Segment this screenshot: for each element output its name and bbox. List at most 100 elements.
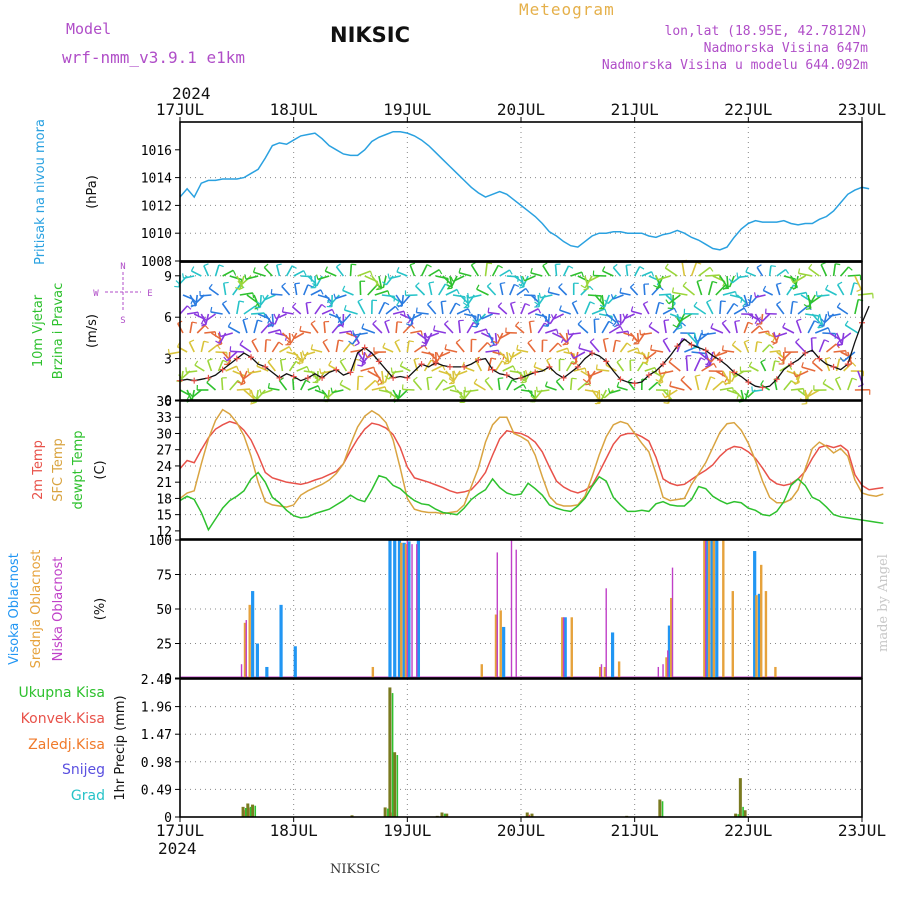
wind-barb [719,386,733,391]
wind-barb [426,332,440,339]
wind-barb [775,284,781,296]
wind-barb-feather [239,340,244,345]
y-tick-label: 1012 [141,199,172,214]
wind-barb-feather [471,261,477,266]
grid-rain-bar [254,805,257,817]
wind-barb [513,383,524,391]
wind-barb-feather [655,274,658,281]
compass-icon [105,272,141,312]
wind-barb [847,274,861,277]
wind-barb [662,389,673,400]
wind-barb-feather [612,263,618,268]
wind-barb [342,313,352,324]
wind-barb [756,266,764,277]
wind-barb [310,323,319,334]
wind-barb-feather [497,302,503,307]
y-tick-label: 50 [156,603,172,618]
wind-barb-feather [446,284,452,288]
wind-barb-feather [805,292,808,298]
precip-legend-item: Ukupna Kisa [18,685,105,701]
wind-barb [205,313,216,322]
wind-barb [537,322,546,334]
wind-barb-feather [827,311,830,317]
wind-gust-marker [418,361,425,368]
wind-barb-feather [194,360,199,366]
wind-barb [726,303,735,315]
wind-barb-feather [538,292,541,298]
wind-barb [256,389,266,400]
wind-barb [200,341,205,353]
wind-barb-feather [222,300,227,305]
high-cloud-bar [753,551,757,678]
compass-n: N [120,262,125,272]
wind-barb [760,361,767,372]
wind-barb-feather [301,350,305,356]
wind-barb [510,351,522,359]
wind-barb-feather [693,301,698,307]
wind-barb [260,389,273,395]
wind-barb-feather [811,358,817,363]
wind-barb-feather [700,357,706,361]
wind-barb [747,313,759,321]
wind-barb [371,386,386,391]
wind-barb-feather [250,402,256,405]
wind-barb [452,275,465,283]
wind-barb-feather [662,337,668,341]
wind-barb [395,294,403,305]
wind-barb-feather [343,305,347,311]
wind-barb-feather [236,381,243,385]
wind-barb-feather [189,392,194,398]
wind-barb [401,294,405,307]
wind-barb [624,313,635,320]
wind-barb [392,389,400,401]
wind-barb-feather [390,367,393,373]
wind-barb-feather [610,294,614,300]
coords-text: lon,lat (18.95E, 42.7812N) [664,24,869,39]
wind-barb [553,313,564,320]
wind-barb-feather [484,377,490,381]
mid-cloud-bar [712,540,716,678]
y-tick-label: 1014 [141,172,172,187]
wind-barb [435,275,449,280]
wind-barb [364,379,376,391]
wind-barb-feather [795,338,800,343]
wind-barb-feather [333,293,337,299]
wind-barb-feather [753,292,757,298]
wind-barb-feather [339,379,344,385]
wind-barb [296,365,308,372]
wind-barb-feather [608,320,614,325]
wind-barb [322,341,330,353]
wind-barb [664,389,678,399]
wind-barb-feather [413,357,420,361]
high-cloud-bar [251,591,255,678]
wind-barb [455,370,468,377]
wind-barb-feather [637,347,640,354]
wind-barb [242,319,248,334]
wind-barb-feather [338,318,344,324]
x-tick-label-top: 18JUL [270,100,318,119]
wind-barb-feather [387,290,390,296]
mid-cloud-bar [400,542,403,678]
wind-barb-feather [584,277,588,283]
wind-barb [207,360,213,372]
footer-station: NIKSIC [330,862,381,877]
wind-barb [705,274,720,277]
wind-barb-feather [438,269,443,275]
wind-barb [783,380,793,391]
wind-barb-feather [462,302,468,306]
wind-barb [204,331,216,334]
low-cloud-bar [510,540,513,678]
wind-barb [186,370,198,374]
temp-2m-line [179,420,884,494]
wind-barb-feather [487,342,492,347]
wind-barb-feather [303,270,307,276]
wind-barb [527,308,539,315]
wind-barb [516,287,527,296]
wind-barb [402,294,411,305]
wind-barb [486,285,497,296]
wind-barb-feather [759,325,764,331]
wind-barb [381,294,395,298]
wind-barb-feather [190,304,196,307]
total-rain-bar [738,778,742,817]
wind-barb-feather [252,267,256,273]
